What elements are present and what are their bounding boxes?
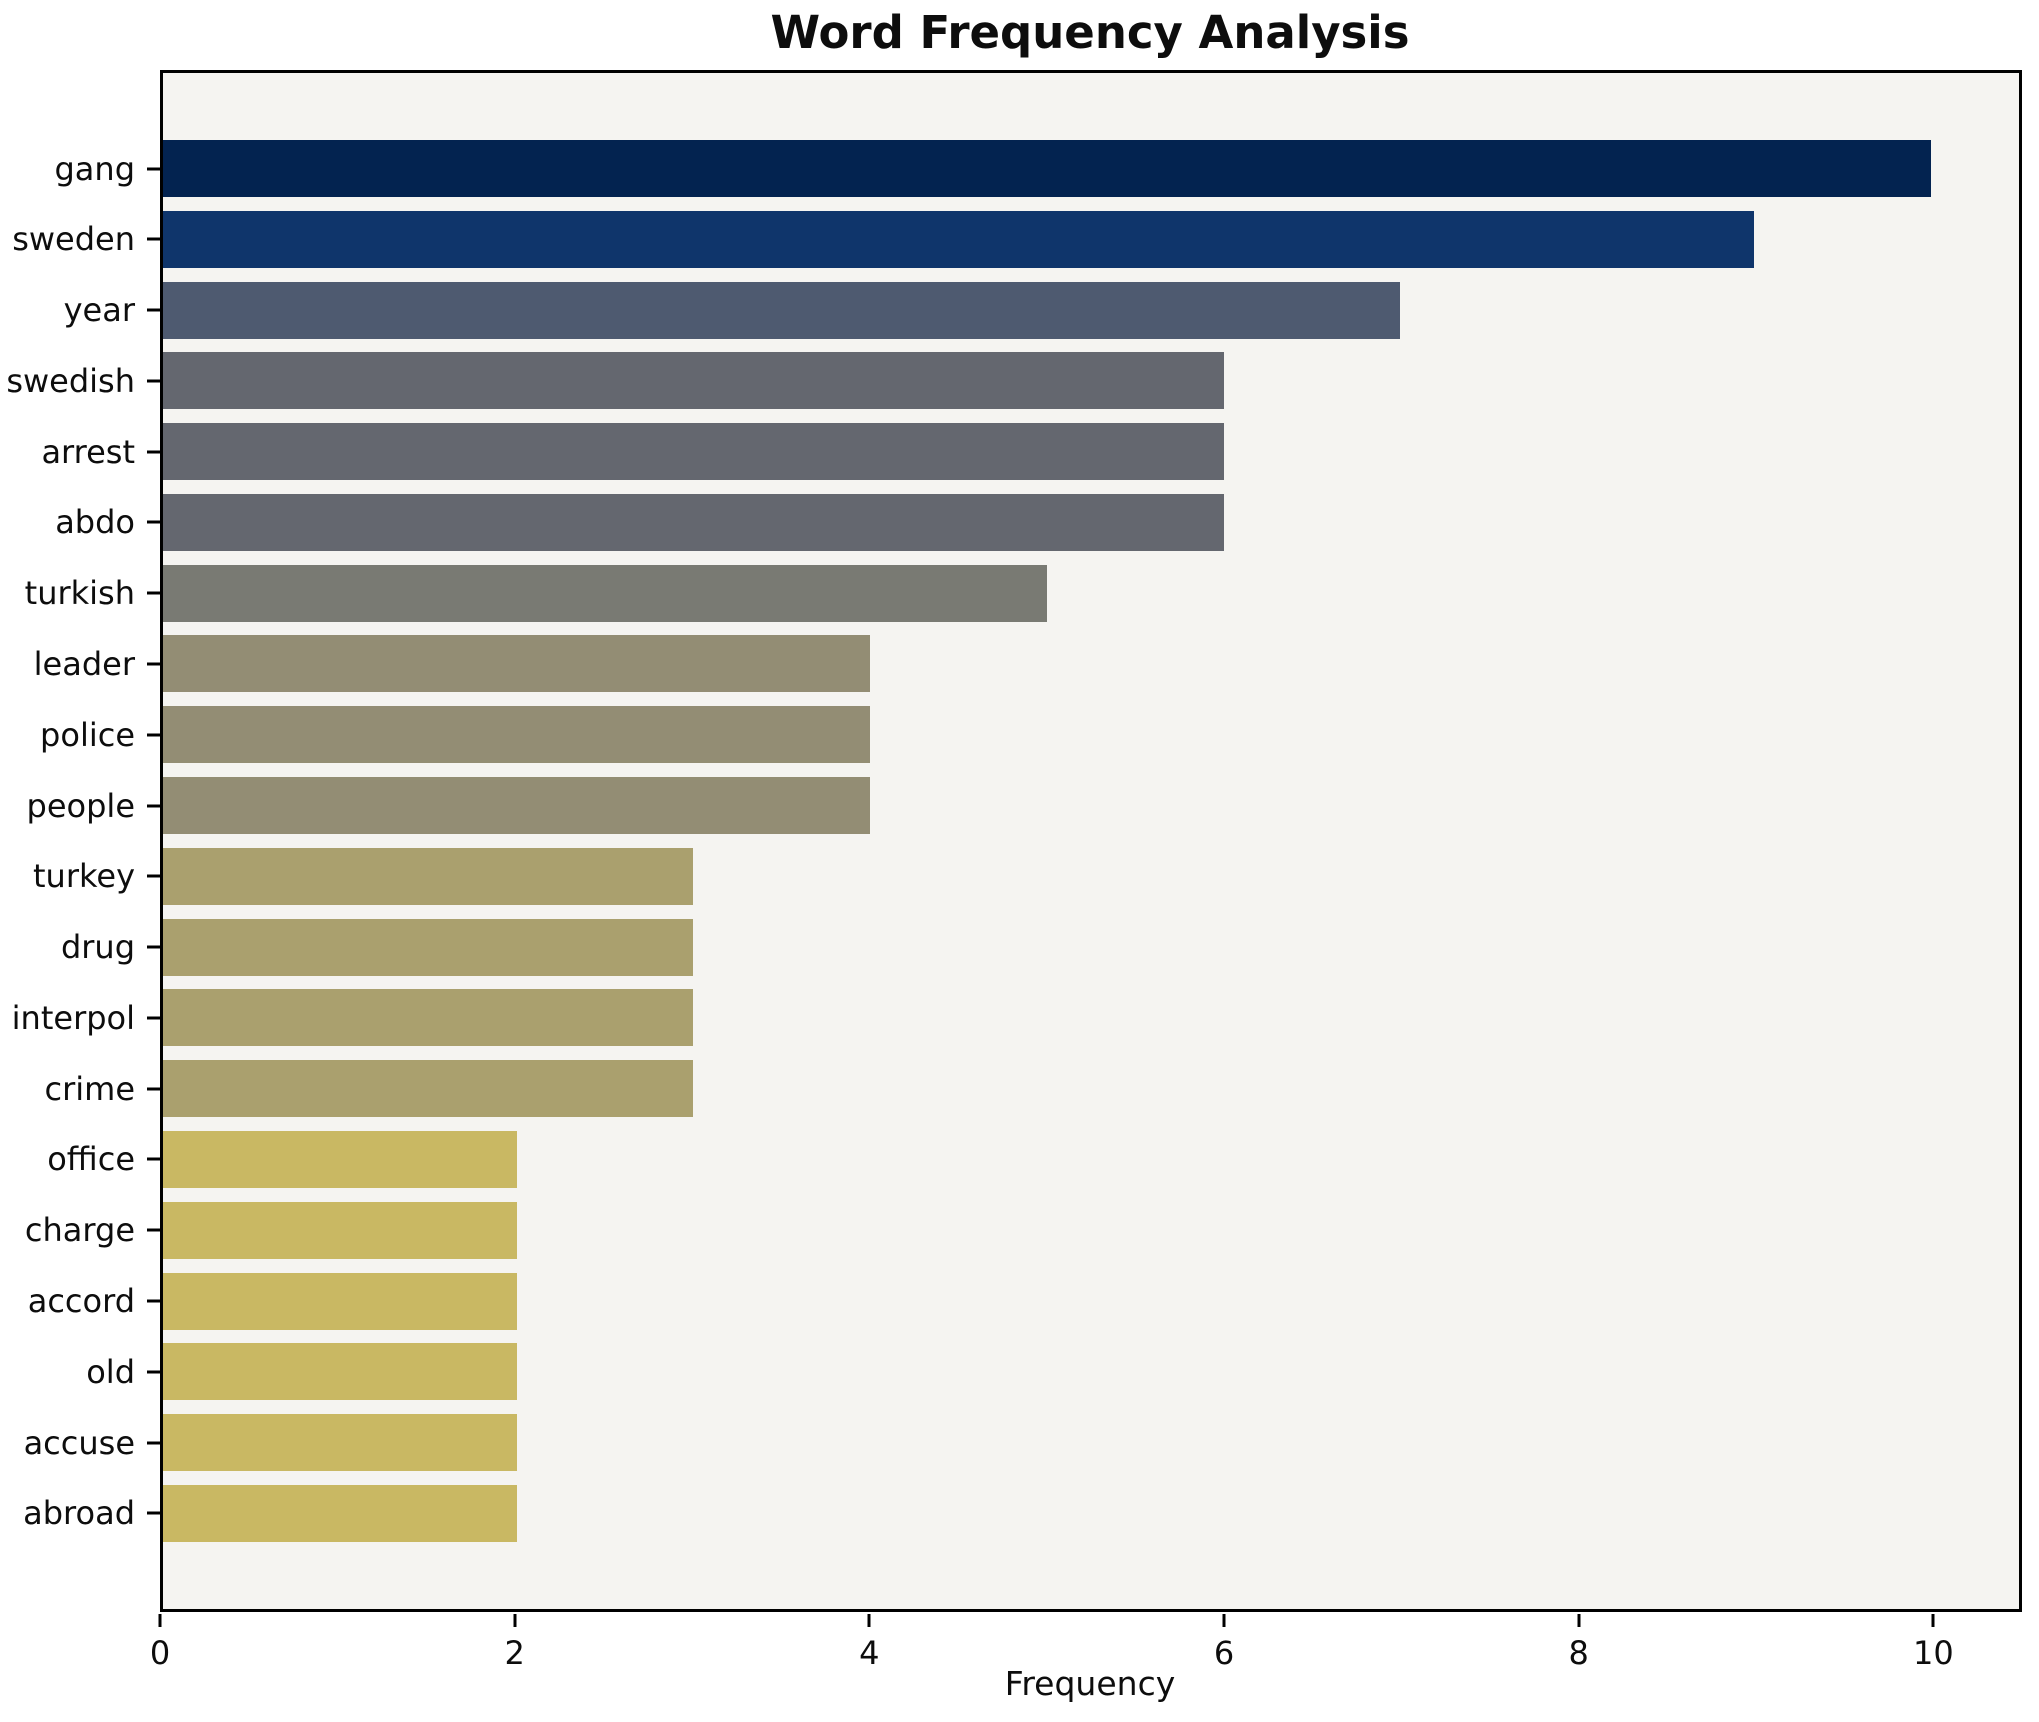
y-tick-mark bbox=[147, 1511, 160, 1515]
y-tick-mark bbox=[147, 237, 160, 241]
y-tick-mark bbox=[147, 874, 160, 878]
bar-row: drug bbox=[61, 918, 2019, 976]
y-tick-label: year bbox=[63, 291, 135, 330]
bar bbox=[163, 1130, 517, 1188]
bar bbox=[163, 352, 1224, 410]
bar bbox=[163, 564, 1047, 622]
x-tick-mark bbox=[1222, 1614, 1226, 1627]
bar-row: arrest bbox=[41, 423, 2019, 481]
bar-row: interpol bbox=[12, 989, 2019, 1047]
x-tick-mark bbox=[1577, 1614, 1581, 1627]
y-tick-mark bbox=[147, 167, 160, 170]
y-tick-mark bbox=[147, 450, 160, 454]
bar-row: abdo bbox=[55, 493, 2019, 551]
y-tick-label: sweden bbox=[12, 220, 135, 259]
bar-row: turkish bbox=[25, 564, 2019, 622]
bar-row: sweden bbox=[12, 210, 2019, 268]
bar-row: crime bbox=[45, 1060, 2019, 1118]
bar-row: accuse bbox=[24, 1414, 2019, 1472]
bar bbox=[163, 918, 694, 976]
y-tick-mark bbox=[147, 804, 160, 808]
bar-row: old bbox=[86, 1343, 2019, 1401]
y-tick-mark bbox=[147, 379, 160, 383]
bar bbox=[163, 706, 871, 764]
x-tick-label: 0 bbox=[149, 1634, 171, 1672]
x-tick-mark bbox=[513, 1614, 517, 1627]
bar-row: accord bbox=[28, 1272, 2019, 1330]
bar bbox=[163, 1414, 517, 1472]
y-tick-mark bbox=[147, 945, 160, 949]
bar-row: gang bbox=[54, 140, 2019, 197]
bar bbox=[163, 777, 871, 835]
y-tick-label: turkish bbox=[24, 574, 135, 613]
y-tick-label: gang bbox=[54, 149, 135, 188]
y-tick-label: crime bbox=[44, 1069, 136, 1108]
y-tick-mark bbox=[147, 1228, 160, 1232]
bar bbox=[163, 1272, 517, 1330]
x-tick-label: 4 bbox=[859, 1634, 880, 1672]
bar-row: year bbox=[64, 281, 2019, 339]
y-tick-label: abroad bbox=[23, 1494, 135, 1533]
y-tick-mark bbox=[147, 591, 160, 595]
bar-row: leader bbox=[34, 635, 2019, 693]
y-tick-mark bbox=[147, 1370, 160, 1374]
y-tick-label: office bbox=[47, 1140, 135, 1179]
bar bbox=[163, 1484, 517, 1542]
bar-row: police bbox=[40, 706, 2019, 764]
y-tick-mark bbox=[147, 1441, 160, 1445]
plot-area: gang sweden year swedish arrest abdo turkish le… bbox=[6, 70, 2022, 1612]
y-tick-label: swedish bbox=[6, 361, 135, 400]
y-tick-label: people bbox=[26, 786, 135, 825]
bar-row: turkey bbox=[33, 847, 2019, 905]
y-tick-mark bbox=[147, 1087, 160, 1091]
chart-title: Word Frequency Analysis bbox=[770, 6, 1410, 59]
x-tick-label: 2 bbox=[504, 1634, 525, 1672]
bar bbox=[163, 1060, 694, 1118]
y-tick-label: abdo bbox=[55, 503, 135, 542]
x-tick-mark bbox=[158, 1614, 162, 1627]
bar-row: abroad bbox=[23, 1484, 2019, 1542]
x-axis-label: Frequency bbox=[1004, 1664, 1176, 1703]
bar bbox=[163, 210, 1754, 268]
bar bbox=[163, 140, 1931, 197]
x-tick-label: 8 bbox=[1568, 1634, 1589, 1672]
y-tick-mark bbox=[147, 1157, 160, 1161]
y-tick-mark bbox=[147, 662, 160, 666]
x-tick-mark bbox=[1931, 1614, 1935, 1627]
y-tick-mark bbox=[147, 1299, 160, 1303]
bar bbox=[163, 847, 694, 905]
y-tick-label: accord bbox=[27, 1282, 135, 1320]
bar bbox=[163, 635, 871, 693]
bar bbox=[163, 1343, 517, 1401]
x-tick-label: 6 bbox=[1213, 1634, 1235, 1672]
y-tick-label: old bbox=[86, 1352, 135, 1391]
bar bbox=[163, 1201, 517, 1259]
y-tick-mark bbox=[147, 1016, 160, 1020]
y-tick-mark bbox=[147, 733, 160, 737]
y-tick-label: turkey bbox=[33, 857, 135, 896]
bar bbox=[163, 493, 1224, 551]
bars-container: gang sweden year swedish arrest abdo turkish le… bbox=[6, 140, 2019, 1542]
bar-row: office bbox=[47, 1130, 2019, 1188]
bar bbox=[163, 281, 1401, 339]
bar-row: people bbox=[27, 777, 2019, 835]
y-tick-mark bbox=[147, 308, 160, 312]
bar bbox=[163, 989, 694, 1047]
bar bbox=[163, 423, 1224, 481]
y-tick-label: drug bbox=[60, 928, 135, 967]
y-tick-label: police bbox=[40, 715, 135, 754]
bar-row: swedish bbox=[6, 352, 2019, 410]
x-axis: 0 2 4 6 8 10 bbox=[150, 1612, 2022, 1672]
y-tick-mark bbox=[147, 520, 160, 524]
y-tick-label: charge bbox=[24, 1211, 135, 1250]
y-tick-label: arrest bbox=[41, 432, 135, 471]
y-tick-label: interpol bbox=[11, 998, 135, 1037]
y-tick-label: leader bbox=[33, 644, 135, 683]
x-tick-mark bbox=[867, 1614, 871, 1627]
y-tick-label: accuse bbox=[23, 1423, 135, 1462]
x-tick-label: 10 bbox=[1912, 1634, 1954, 1672]
bar-row: charge bbox=[25, 1201, 2019, 1259]
